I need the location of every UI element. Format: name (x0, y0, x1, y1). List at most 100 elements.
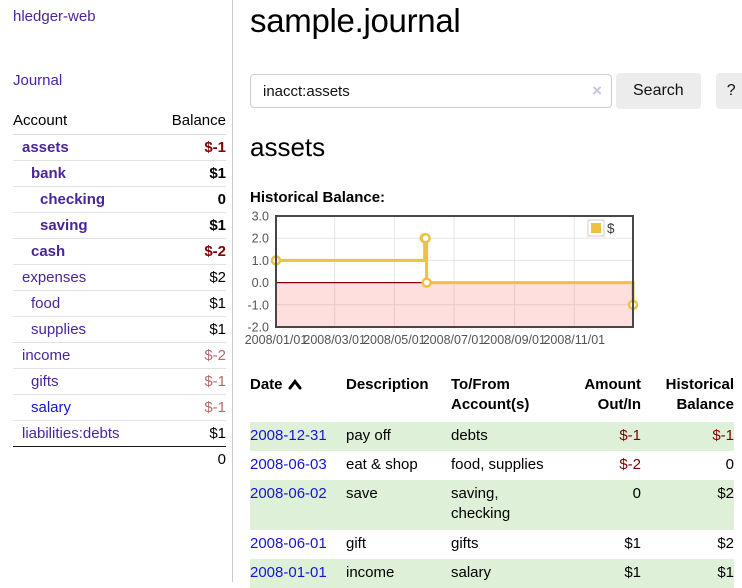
register-accounts-cell: gifts (451, 534, 479, 552)
account-row: checking 0 (13, 186, 226, 213)
search-input-wrapper: × (250, 74, 612, 108)
register-row: 2008-06-03 eat & shop food, supplies $-2 0 (250, 451, 734, 480)
svg-text:-1.0: -1.0 (247, 298, 269, 312)
main-content: sample.journal × Search ? assets Histori… (245, 0, 742, 588)
app-title-link[interactable]: hledger-web (13, 8, 96, 25)
transaction-date-link[interactable]: 2008-06-03 (250, 455, 327, 473)
register-balance-cell: 0 (725, 455, 734, 473)
accounts-total-row: 0 (13, 446, 226, 472)
search-input[interactable] (250, 74, 612, 108)
svg-text:2008/05/01: 2008/05/01 (363, 333, 426, 347)
register-date-cell: 2008-01-01 (250, 559, 346, 588)
svg-text:0.0: 0.0 (252, 276, 269, 290)
register-balance-cell: $1 (717, 563, 734, 581)
account-balance: $-1 (154, 368, 226, 395)
account-balance: $1 (154, 420, 226, 447)
svg-text:-2.0: -2.0 (247, 321, 269, 335)
register-description-cell: save (346, 485, 378, 503)
account-cell: expenses (13, 264, 155, 291)
account-row: cash $-2 (13, 238, 226, 265)
register-balance-cell: $-1 (712, 426, 734, 444)
account-row: assets $-1 (13, 135, 226, 161)
register-description-cell: income (346, 563, 395, 581)
account-balance: $1 (154, 160, 226, 187)
register-header-balance: Historical Balance (665, 376, 734, 413)
transaction-date-link[interactable]: 2008-12-31 (250, 426, 327, 444)
sidebar-item-journal[interactable]: Journal (13, 72, 63, 89)
svg-text:2008/09/01: 2008/09/01 (483, 333, 546, 347)
account-link-income[interactable]: income (22, 347, 71, 364)
account-cell: income (13, 342, 155, 369)
account-cell: gifts (13, 368, 155, 395)
register-amount-cell: $1 (624, 563, 641, 581)
account-cell: cash (13, 238, 155, 265)
chart-heading: Historical Balance: (250, 189, 386, 206)
account-link-saving[interactable]: saving (40, 217, 88, 234)
svg-text:2008/07/01: 2008/07/01 (423, 333, 486, 347)
svg-text:2008/03/01: 2008/03/01 (303, 333, 366, 347)
account-row: salary $-1 (13, 394, 226, 421)
register-table: Date Description To/From Account(s) Amou… (250, 375, 734, 588)
account-link-gifts[interactable]: gifts (31, 373, 59, 390)
account-link-bank[interactable]: bank (31, 165, 67, 182)
account-balance: $-2 (154, 238, 226, 265)
account-balance: $-1 (204, 139, 226, 156)
account-link-supplies[interactable]: supplies (31, 321, 87, 338)
accounts-header-balance: Balance (154, 108, 226, 135)
account-row: saving $1 (13, 212, 226, 239)
register-row: 2008-06-01 gift gifts $1 $2 (250, 530, 734, 559)
account-row: supplies $1 (13, 316, 226, 343)
register-accounts-cell: food, supplies (451, 455, 544, 473)
accounts-header-row: Account Balance (13, 108, 226, 135)
spacer (13, 446, 155, 472)
account-link-expenses[interactable]: expenses (22, 269, 87, 286)
register-row: 2008-06-02 save saving, checking 0 $2 (250, 480, 734, 530)
page-title: sample.journal (250, 2, 461, 39)
account-cell: bank (13, 160, 155, 187)
account-link-food[interactable]: food (31, 295, 61, 312)
register-header-date[interactable]: Date (250, 375, 346, 422)
search-button[interactable]: Search (616, 73, 701, 109)
register-accounts-cell: salary (451, 563, 492, 581)
register-description-cell: eat & shop (346, 455, 418, 473)
register-date-cell: 2008-06-01 (250, 530, 346, 559)
svg-text:1.0: 1.0 (252, 254, 269, 268)
register-description-cell: pay off (346, 426, 391, 444)
register-row: 2008-12-31 pay off debts $-1 $-1 (250, 421, 734, 451)
register-amount-cell: $-2 (619, 455, 641, 473)
accounts-balance-table: Account Balance assets $-1 bank $1 checking 0… (13, 108, 226, 472)
account-row: liabilities:debts $1 (13, 420, 226, 447)
help-button[interactable]: ? (715, 73, 742, 109)
account-link-assets[interactable]: assets (22, 139, 69, 156)
account-link-liabilities-debts[interactable]: liabilities:debts (22, 425, 120, 442)
register-amount-cell: $-1 (619, 426, 641, 444)
register-header-accounts: To/From Account(s) (451, 376, 530, 413)
register-accounts-cell: debts (451, 426, 488, 444)
register-date-cell: 2008-06-03 (250, 451, 346, 480)
account-balance: $-1 (154, 394, 226, 421)
account-link-salary[interactable]: salary (31, 399, 72, 416)
account-cell: food (13, 290, 155, 317)
transaction-date-link[interactable]: 2008-06-02 (250, 485, 327, 503)
sidebar: hledger-web Journal Account Balance asse… (0, 0, 233, 582)
account-balance: 0 (154, 186, 226, 213)
account-cell: salary (13, 394, 155, 421)
register-amount-cell: $1 (624, 534, 641, 552)
account-link-cash[interactable]: cash (31, 243, 66, 260)
svg-text:2008/11/01: 2008/11/01 (543, 333, 605, 347)
account-cell: checking (13, 186, 155, 213)
account-cell: liabilities:debts (13, 420, 155, 447)
account-row: gifts $-1 (13, 368, 226, 395)
svg-text:2.0: 2.0 (252, 232, 269, 246)
svg-text:3.0: 3.0 (252, 210, 269, 224)
account-link-checking[interactable]: checking (40, 191, 106, 208)
svg-text:$: $ (607, 221, 615, 236)
clear-search-icon[interactable]: × (592, 81, 602, 100)
account-cell: assets (13, 135, 154, 161)
register-row: 2008-01-01 income salary $1 $1 (250, 558, 734, 588)
transaction-date-link[interactable]: 2008-01-01 (250, 563, 327, 581)
account-cell: saving (13, 212, 155, 239)
account-row: food $1 (13, 290, 226, 317)
transaction-date-link[interactable]: 2008-06-01 (250, 534, 327, 552)
account-balance: $1 (154, 316, 226, 343)
